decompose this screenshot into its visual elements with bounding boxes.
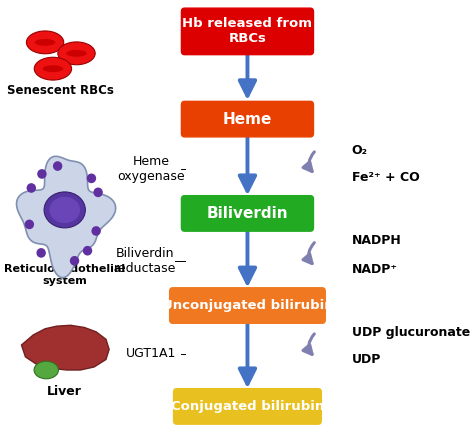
- Text: Liver: Liver: [47, 385, 82, 398]
- Ellipse shape: [70, 256, 79, 266]
- Text: Biliverdin
reductase: Biliverdin reductase: [114, 247, 176, 275]
- Text: Heme: Heme: [223, 112, 272, 127]
- Ellipse shape: [49, 197, 80, 223]
- Text: Biliverdin: Biliverdin: [207, 206, 288, 221]
- FancyBboxPatch shape: [173, 389, 321, 424]
- Text: Conjugated bilirubin: Conjugated bilirubin: [171, 400, 324, 413]
- Text: NADPH: NADPH: [352, 234, 401, 247]
- FancyBboxPatch shape: [170, 288, 325, 323]
- Text: UDP: UDP: [352, 353, 381, 366]
- Ellipse shape: [93, 187, 103, 197]
- Ellipse shape: [83, 246, 92, 256]
- Text: O₂: O₂: [352, 144, 368, 157]
- Ellipse shape: [27, 31, 64, 54]
- Text: Unconjugated bilirubin: Unconjugated bilirubin: [162, 299, 333, 312]
- Ellipse shape: [66, 50, 87, 57]
- Ellipse shape: [36, 248, 46, 258]
- Ellipse shape: [34, 361, 58, 379]
- Text: Senescent RBCs: Senescent RBCs: [8, 84, 114, 97]
- FancyBboxPatch shape: [182, 8, 313, 55]
- Ellipse shape: [87, 173, 96, 183]
- Polygon shape: [17, 156, 116, 278]
- FancyBboxPatch shape: [182, 196, 313, 231]
- Ellipse shape: [34, 57, 72, 80]
- Ellipse shape: [37, 169, 46, 179]
- Ellipse shape: [91, 226, 101, 236]
- Text: Heme
oxygenase: Heme oxygenase: [118, 155, 185, 183]
- Ellipse shape: [44, 192, 85, 228]
- Text: Reticuloendothelial
system: Reticuloendothelial system: [4, 264, 125, 286]
- Text: UGT1A1: UGT1A1: [126, 347, 176, 360]
- Ellipse shape: [27, 183, 36, 193]
- Text: Fe²⁺ + CO: Fe²⁺ + CO: [352, 171, 419, 184]
- Ellipse shape: [43, 65, 63, 72]
- Polygon shape: [21, 325, 109, 370]
- Ellipse shape: [25, 220, 34, 229]
- Text: Hb released from
RBCs: Hb released from RBCs: [182, 18, 312, 45]
- FancyBboxPatch shape: [182, 101, 313, 137]
- Text: UDP glucuronate: UDP glucuronate: [352, 326, 470, 339]
- Ellipse shape: [35, 39, 55, 46]
- Text: NADP⁺: NADP⁺: [352, 263, 398, 275]
- Ellipse shape: [58, 42, 95, 65]
- Ellipse shape: [53, 161, 63, 171]
